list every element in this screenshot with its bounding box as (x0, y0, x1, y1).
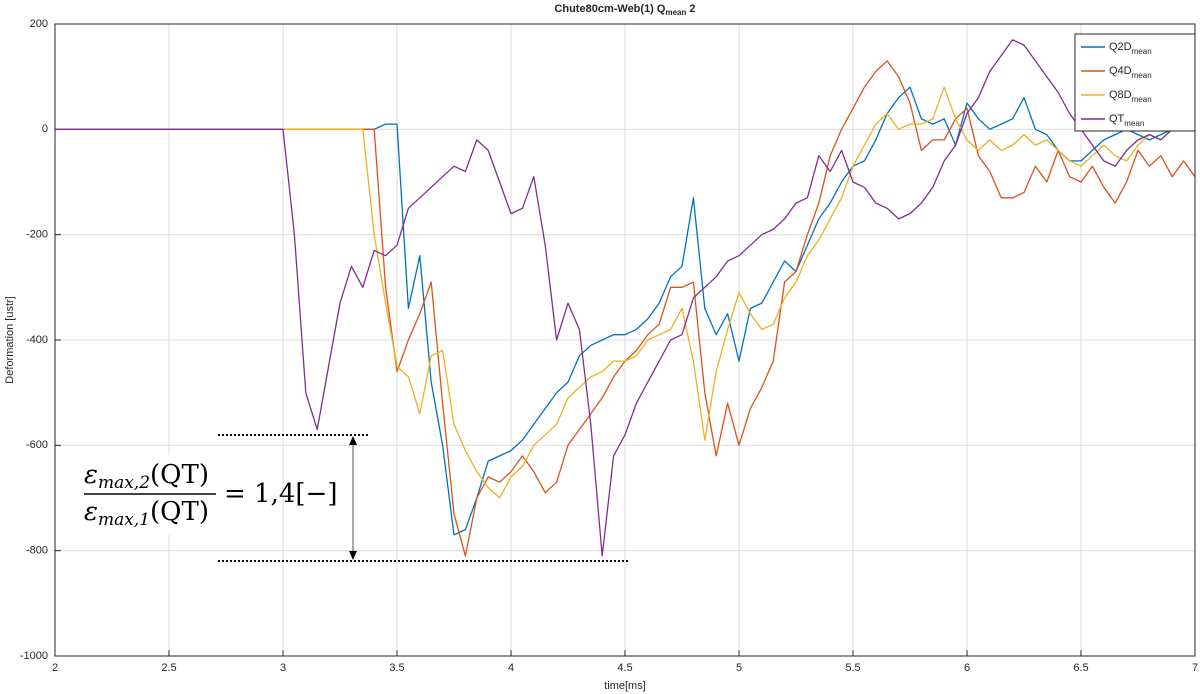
legend-name: Q4D (1109, 65, 1132, 77)
data-line (55, 39, 1195, 557)
legend-label: Q2Dmean (1109, 41, 1152, 56)
legend-box (1074, 33, 1196, 132)
legend-label: Q8Dmean (1109, 89, 1152, 104)
legend-subscript: mean (1132, 95, 1152, 104)
data-line (55, 86, 1196, 499)
legend-name: QT (1109, 113, 1125, 125)
x-tick-label: 6 (964, 662, 970, 674)
x-tick-label: 3.5 (389, 662, 404, 674)
y-tick-label: -200 (26, 229, 48, 241)
annotation-symbol: ε (84, 497, 98, 527)
title-suffix: 2 (686, 3, 695, 15)
x-tick-label: 4 (508, 662, 514, 674)
legend-label: Q4Dmean (1109, 65, 1152, 80)
legend-label: QTmean (1109, 113, 1144, 128)
legend-name: Q2D (1109, 41, 1132, 53)
annotation-subscript: max,1 (98, 510, 150, 530)
annotation-background (80, 455, 220, 535)
data-line (55, 60, 1196, 557)
y-tick-label: -1000 (20, 650, 48, 662)
x-tick-label: 5.5 (845, 662, 860, 674)
x-axis-label: time[ms] (604, 680, 646, 692)
annotation: εmax,2(QT) εmax,1(QT) = 1,4[−] (80, 434, 628, 562)
y-tick-label: 200 (30, 18, 48, 30)
annotation-argument: (QT) (150, 497, 209, 527)
annotation-result: = 1,4[−] (224, 479, 337, 509)
title-subscript: mean (665, 8, 686, 17)
x-tick-label: 6.5 (1073, 662, 1088, 674)
y-tick-label: 0 (42, 123, 48, 135)
data-line (55, 86, 1196, 536)
x-tick-label: 4.5 (617, 662, 632, 674)
y-tick-label: -800 (26, 545, 48, 557)
annotation-numerator: εmax,2(QT) (84, 460, 209, 493)
chart-title: Chute80cm-Web(1) Qmean 2 (554, 3, 695, 17)
legend-subscript: mean (1132, 47, 1152, 56)
annotation-argument: (QT) (150, 460, 209, 490)
legend-name: Q8D (1109, 89, 1132, 101)
x-tick-label: 2.5 (161, 662, 176, 674)
y-tick-label: -600 (26, 439, 48, 451)
y-axis-label: Deformation [ustr] (4, 296, 16, 383)
x-tick-label: 7 (1192, 662, 1198, 674)
y-tick-label: -400 (26, 334, 48, 346)
plot-frame (54, 23, 1196, 657)
x-tick-label: 5 (736, 662, 742, 674)
x-tick-label: 3 (280, 662, 286, 674)
annotation-symbol: ε (84, 460, 98, 490)
legend-subscript: mean (1124, 119, 1144, 128)
x-tick-label: 2 (52, 662, 58, 674)
title-text: Chute80cm-Web(1) Q (554, 3, 665, 15)
annotation-denominator: εmax,1(QT) (84, 497, 209, 530)
annotation-subscript: max,2 (98, 473, 150, 493)
legend-subscript: mean (1132, 71, 1152, 80)
